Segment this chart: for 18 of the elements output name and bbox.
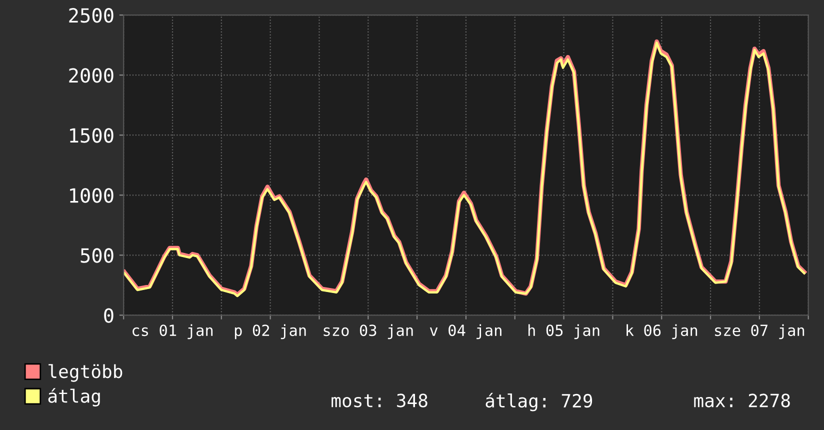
x-tick-label: cs 01 jan xyxy=(132,324,213,340)
text: most: 348 xyxy=(332,394,428,408)
x-tick-label: szo 03 jan xyxy=(324,324,413,340)
x-tick-label: v 04 jan xyxy=(430,324,502,340)
x-tick-label: h 05 jan xyxy=(528,324,600,340)
y-tick-label: 500 xyxy=(80,248,114,263)
x-tick-label: sze 07 jan xyxy=(715,324,804,340)
y-tick-label: 2000 xyxy=(69,68,114,83)
y-tick-label: 1000 xyxy=(70,188,114,203)
x-tick-label: p 02 jan xyxy=(234,324,306,340)
y-tick-label: 0 xyxy=(104,308,114,323)
legend-label: átlag xyxy=(48,388,100,406)
text: max: 2278 xyxy=(694,394,790,408)
y-tick-label: 1500 xyxy=(70,128,114,143)
y-tick-label: 2500 xyxy=(69,8,114,23)
legend-label: legtöbb xyxy=(48,364,122,382)
text: átlag: 729 xyxy=(486,392,592,412)
x-tick-label: k 06 jan xyxy=(626,324,698,340)
